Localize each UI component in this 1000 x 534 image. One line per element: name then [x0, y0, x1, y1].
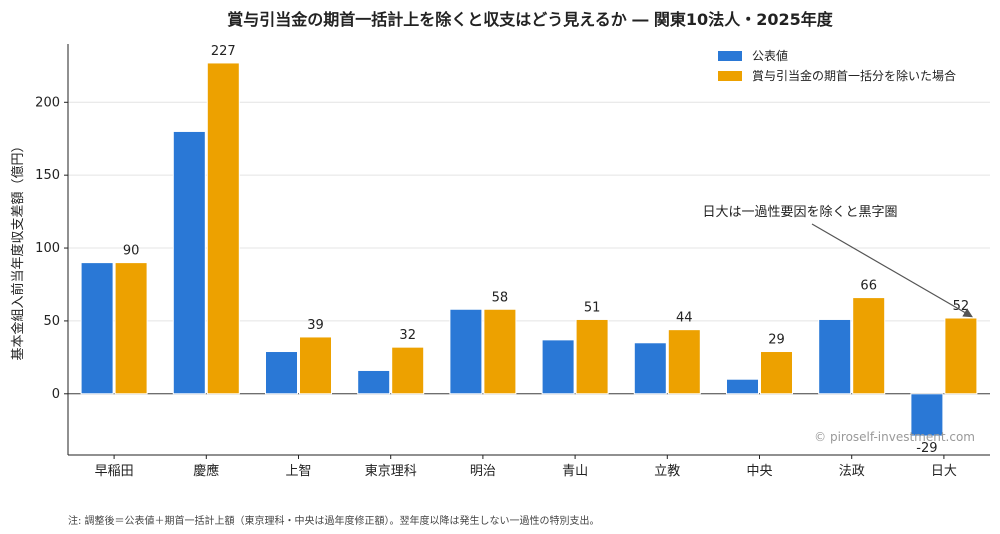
y-tick-label: 50 — [43, 314, 60, 329]
x-tick-label: 早稲田 — [95, 464, 134, 479]
y-tick-label: 100 — [35, 241, 60, 256]
watermark: © piroself-investment.com — [814, 430, 975, 444]
bars — [80, 62, 978, 437]
x-tick-label: 中央 — [746, 464, 772, 479]
bar-adjusted-3 — [391, 346, 425, 395]
bar-adjusted-8 — [852, 297, 886, 395]
bar-published-9 — [910, 393, 944, 437]
bar-adjusted-7 — [760, 351, 793, 395]
data-label-negative: -29 — [916, 441, 937, 456]
y-tick-label: 150 — [35, 168, 60, 183]
data-label: 227 — [211, 44, 236, 59]
x-tick-label: 上智 — [285, 464, 311, 479]
bar-published-1 — [172, 130, 206, 395]
data-label: 66 — [860, 279, 877, 294]
data-label: 90 — [123, 244, 140, 259]
data-label: 32 — [399, 328, 416, 343]
bar-adjusted-4 — [483, 308, 517, 395]
chart-title: 賞与引当金の期首一括計上を除くと収支はどう見えるか ― 関東10法人・2025年… — [227, 10, 833, 29]
bar-adjusted-1 — [206, 62, 240, 395]
bar-published-7 — [726, 378, 759, 395]
x-tick-label: 立教 — [654, 463, 680, 479]
bar-adjusted-9 — [944, 317, 978, 395]
y-axis-label: 基本金組入前当年度収支差額（億円） — [10, 139, 26, 360]
annotation-arrow — [811, 223, 973, 318]
data-label: 29 — [768, 333, 785, 348]
annotation: 日大は一過性要因を除くと黒字圏 — [702, 205, 973, 318]
data-label: 44 — [676, 311, 693, 326]
bar-published-4 — [449, 308, 483, 395]
x-tick-label: 法政 — [839, 464, 865, 479]
bar-published-6 — [633, 342, 667, 395]
x-tick-label: 東京理科 — [365, 463, 417, 479]
legend-label: 公表値 — [752, 48, 788, 63]
annotation-text: 日大は一過性要因を除くと黒字圏 — [702, 205, 897, 220]
footnote: 注: 調整後＝公表値＋期首一括計上額（東京理科・中央は過年度修正額）。翌年度以降… — [68, 516, 600, 527]
bar-adjusted-5 — [575, 318, 609, 395]
legend-swatch — [718, 51, 742, 61]
legend-swatch — [718, 71, 742, 81]
x-tick-label: 日大 — [931, 464, 957, 479]
bar-published-3 — [357, 369, 391, 395]
bar-adjusted-0 — [114, 262, 148, 395]
x-tick-label: 慶應 — [193, 463, 219, 479]
bar-adjusted-6 — [667, 329, 701, 395]
bar-published-5 — [541, 339, 575, 395]
bar-published-0 — [80, 262, 114, 395]
bar-adjusted-2 — [299, 336, 332, 395]
y-tick-label: 0 — [52, 387, 60, 402]
data-label: 51 — [584, 300, 601, 315]
x-tick-label: 明治 — [470, 464, 496, 479]
bar-published-8 — [818, 318, 852, 395]
x-tick-label: 青山 — [562, 464, 588, 479]
data-label: 39 — [307, 318, 324, 333]
data-label: 58 — [492, 290, 509, 305]
bar-published-2 — [265, 351, 298, 395]
y-tick-label: 200 — [35, 95, 60, 110]
axes: 0 50 100 150 200 早稲田 慶應 上智 東京理科 明治 青山 立教 中央 法政 日大 — [35, 44, 990, 479]
grid-lines — [68, 101, 990, 395]
legend-label: 賞与引当金の期首一括分を除いた場合 — [752, 68, 956, 83]
